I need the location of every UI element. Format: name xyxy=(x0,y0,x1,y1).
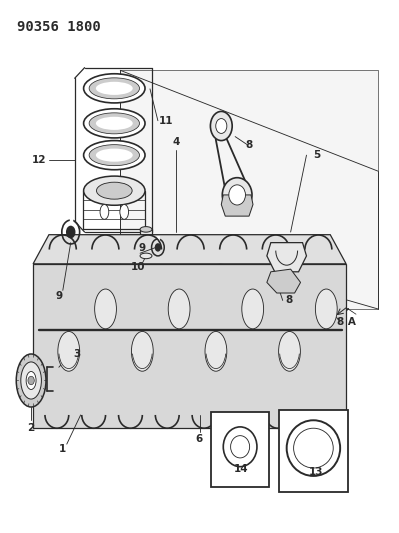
Ellipse shape xyxy=(294,428,333,468)
Text: 9: 9 xyxy=(138,243,146,253)
Ellipse shape xyxy=(58,332,80,371)
Ellipse shape xyxy=(26,372,36,390)
Polygon shape xyxy=(267,243,306,272)
Text: 90356 1800: 90356 1800 xyxy=(17,20,101,34)
Polygon shape xyxy=(140,229,152,256)
Text: 12: 12 xyxy=(32,156,46,165)
Ellipse shape xyxy=(84,74,145,103)
Polygon shape xyxy=(33,264,346,428)
Ellipse shape xyxy=(223,427,257,467)
Ellipse shape xyxy=(21,362,41,399)
Circle shape xyxy=(155,243,161,252)
Polygon shape xyxy=(33,235,346,264)
Ellipse shape xyxy=(89,144,140,166)
Bar xyxy=(279,410,348,492)
Text: 2: 2 xyxy=(28,423,35,433)
Ellipse shape xyxy=(96,117,133,130)
Text: 4: 4 xyxy=(172,137,180,147)
Circle shape xyxy=(66,225,75,238)
Circle shape xyxy=(28,376,34,385)
Ellipse shape xyxy=(100,205,109,219)
Polygon shape xyxy=(221,195,253,216)
Text: 10: 10 xyxy=(131,262,145,271)
Ellipse shape xyxy=(229,185,245,205)
Ellipse shape xyxy=(279,332,300,371)
Ellipse shape xyxy=(231,435,250,458)
Ellipse shape xyxy=(216,118,227,133)
Ellipse shape xyxy=(97,182,132,199)
Ellipse shape xyxy=(210,111,232,141)
Ellipse shape xyxy=(84,109,145,138)
Polygon shape xyxy=(267,269,300,293)
Ellipse shape xyxy=(168,289,190,329)
Ellipse shape xyxy=(131,332,153,371)
Text: 14: 14 xyxy=(234,464,249,474)
Ellipse shape xyxy=(286,420,340,476)
Ellipse shape xyxy=(96,82,133,95)
Ellipse shape xyxy=(242,289,264,329)
Ellipse shape xyxy=(120,205,128,219)
Text: 13: 13 xyxy=(309,467,324,477)
Text: 11: 11 xyxy=(158,116,173,126)
Bar xyxy=(211,413,269,487)
Text: 8: 8 xyxy=(285,295,292,305)
Text: 6: 6 xyxy=(196,434,203,444)
Text: 9: 9 xyxy=(55,290,62,301)
Ellipse shape xyxy=(96,149,133,161)
Ellipse shape xyxy=(16,354,46,407)
Text: 3: 3 xyxy=(73,349,80,359)
Ellipse shape xyxy=(95,289,117,329)
Ellipse shape xyxy=(89,78,140,99)
Ellipse shape xyxy=(140,227,152,232)
Text: 8 A: 8 A xyxy=(337,317,356,327)
Text: 5: 5 xyxy=(313,150,320,160)
Ellipse shape xyxy=(84,176,145,205)
Ellipse shape xyxy=(315,289,337,329)
Ellipse shape xyxy=(84,141,145,169)
Polygon shape xyxy=(120,70,378,309)
Text: 1: 1 xyxy=(59,445,66,455)
Ellipse shape xyxy=(222,177,252,212)
Ellipse shape xyxy=(89,113,140,134)
Ellipse shape xyxy=(205,332,227,371)
Text: 8: 8 xyxy=(245,140,253,150)
Ellipse shape xyxy=(140,253,152,259)
